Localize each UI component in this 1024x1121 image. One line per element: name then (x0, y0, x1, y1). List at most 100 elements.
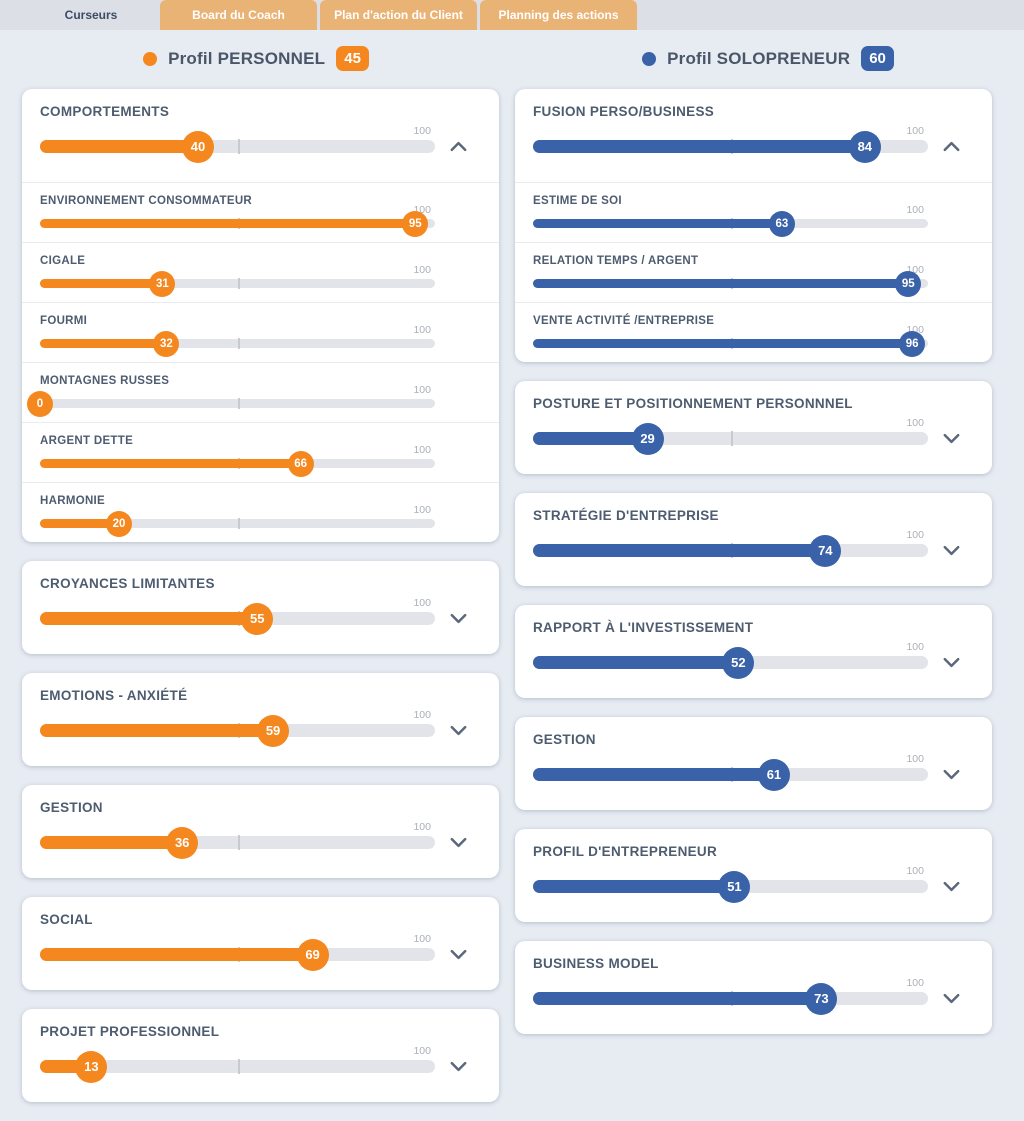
slider-label: STRATÉGIE D'ENTREPRISE (533, 508, 719, 523)
slider-max-label: 100 (413, 597, 431, 609)
slider-thumb[interactable]: 51 (718, 870, 751, 903)
slider-label: POSTURE ET POSITIONNEMENT PERSONNNEL (533, 396, 853, 411)
slider-thumb[interactable]: 20 (106, 510, 132, 537)
slider-track[interactable]: 59 (40, 714, 435, 747)
slider-thumb[interactable]: 66 (287, 450, 314, 477)
profiles-header: Profil PERSONNEL 45 Profil SOLOPRENEUR 6… (0, 30, 1024, 89)
slider-fill (40, 459, 301, 468)
slider-track[interactable]: 63 (533, 210, 928, 237)
slider-track[interactable]: 95 (40, 210, 435, 237)
chevron-down-icon[interactable] (940, 651, 963, 674)
sub-slider-row: ESTIME DE SOI 100 63 (515, 182, 992, 242)
slider-track[interactable]: 20 (40, 510, 435, 537)
slider-thumb[interactable]: 36 (166, 826, 199, 859)
slider-fill (533, 768, 774, 781)
slider-track[interactable]: 74 (533, 534, 928, 567)
slider-label: ESTIME DE SOI (533, 195, 622, 207)
slider-midpoint-tick (237, 1059, 240, 1074)
slider-card-projet-professionnel: PROJET PROFESSIONNEL 100 13 (22, 1009, 499, 1102)
slider-track[interactable]: 96 (533, 330, 928, 357)
column-personnel: COMPORTEMENTS 100 40 ENVIRONNEMENT CONSO… (22, 89, 499, 1121)
slider-thumb[interactable]: 95 (402, 210, 429, 237)
chevron-down-icon[interactable] (940, 427, 963, 450)
slider-thumb[interactable]: 59 (257, 714, 290, 747)
chevron-down-icon[interactable] (447, 719, 470, 742)
slider-thumb[interactable]: 63 (768, 210, 795, 237)
slider-thumb[interactable]: 29 (631, 422, 664, 455)
slider-card-croyances-limitantes: CROYANCES LIMITANTES 100 55 (22, 561, 499, 654)
slider-thumb[interactable]: 95 (895, 270, 922, 297)
slider-card-emotions-anxi-t-: EMOTIONS - ANXIÉTÉ 100 59 (22, 673, 499, 766)
slider-thumb[interactable]: 73 (805, 982, 838, 1015)
slider-label: BUSINESS MODEL (533, 956, 659, 971)
slider-thumb[interactable]: 31 (149, 270, 176, 297)
slider-fill (40, 219, 416, 228)
sub-slider-row: VENTE ACTIVITÉ /ENTREPRISE 100 96 (515, 302, 992, 362)
chevron-down-icon[interactable] (940, 875, 963, 898)
slider-max-label: 100 (413, 384, 431, 396)
slider-fill (40, 279, 163, 288)
chevron-down-icon[interactable] (940, 539, 963, 562)
slider-thumb[interactable]: 74 (809, 534, 842, 567)
chevron-cell (928, 763, 974, 786)
chevron-down-icon[interactable] (447, 943, 470, 966)
slider-thumb[interactable]: 96 (899, 330, 926, 357)
chevron-cell (928, 987, 974, 1010)
slider-track[interactable]: 13 (40, 1050, 435, 1083)
slider-fill (533, 656, 739, 669)
chevron-down-icon[interactable] (940, 763, 963, 786)
slider-track[interactable]: 66 (40, 450, 435, 477)
slider-fill (40, 612, 258, 625)
chevron-up-icon[interactable] (940, 135, 963, 158)
tab-planning-des-actions[interactable]: Planning des actions (480, 0, 637, 30)
slider-thumb[interactable]: 61 (757, 758, 790, 791)
chevron-down-icon[interactable] (940, 987, 963, 1010)
slider-track[interactable]: 95 (533, 270, 928, 297)
slider-max-label: 100 (906, 204, 924, 216)
slider-midpoint-tick (237, 518, 240, 529)
slider-thumb[interactable]: 0 (27, 390, 53, 417)
slider-track[interactable]: 69 (40, 938, 435, 971)
slider-midpoint-tick (237, 278, 240, 289)
profile-solopreneur-header: Profil SOLOPRENEUR 60 (512, 46, 1024, 71)
slider-thumb[interactable]: 69 (296, 938, 329, 971)
slider-max-label: 100 (413, 821, 431, 833)
chevron-cell (435, 1055, 481, 1078)
chevron-up-icon[interactable] (447, 135, 470, 158)
sub-slider-row: CIGALE 100 31 (22, 242, 499, 302)
chevron-down-icon[interactable] (447, 831, 470, 854)
slider-thumb[interactable]: 40 (182, 130, 214, 163)
slider-max-label: 100 (906, 417, 924, 429)
tab-curseurs[interactable]: Curseurs (64, 8, 118, 22)
slider-track[interactable]: 0 (27, 390, 435, 417)
chevron-down-icon[interactable] (447, 607, 470, 630)
slider-track[interactable]: 29 (533, 422, 928, 455)
slider-thumb[interactable]: 32 (153, 330, 180, 357)
slider-track[interactable]: 55 (40, 602, 435, 635)
tab-board-du-coach[interactable]: Board du Coach (160, 0, 317, 30)
slider-thumb[interactable]: 52 (722, 646, 755, 679)
slider-thumb[interactable]: 13 (75, 1050, 108, 1083)
slider-track[interactable]: 73 (533, 982, 928, 1015)
slider-max-label: 100 (906, 529, 924, 541)
slider-track[interactable]: 61 (533, 758, 928, 791)
slider-thumb[interactable]: 84 (848, 130, 881, 163)
slider-label: COMPORTEMENTS (40, 104, 170, 119)
slider-track[interactable]: 51 (533, 870, 928, 903)
slider-track[interactable]: 31 (40, 270, 435, 297)
slider-midpoint-tick (730, 431, 733, 446)
slider-thumb[interactable]: 55 (241, 602, 274, 635)
slider-midpoint-tick (237, 139, 240, 154)
slider-track[interactable]: 32 (40, 330, 435, 357)
slider-track[interactable]: 36 (40, 826, 435, 859)
chevron-down-icon[interactable] (447, 1055, 470, 1078)
tab-plan-d-action-du-client[interactable]: Plan d'action du Client (320, 0, 477, 30)
profile-solopreneur-title: Profil SOLOPRENEUR (667, 48, 851, 68)
slider-fill (40, 339, 167, 348)
slider-track[interactable]: 40 (40, 130, 435, 163)
chevron-cell (435, 943, 481, 966)
slider-midpoint-tick (237, 835, 240, 850)
slider-track[interactable]: 52 (533, 646, 928, 679)
chevron-cell (435, 831, 481, 854)
slider-track[interactable]: 84 (533, 130, 928, 163)
